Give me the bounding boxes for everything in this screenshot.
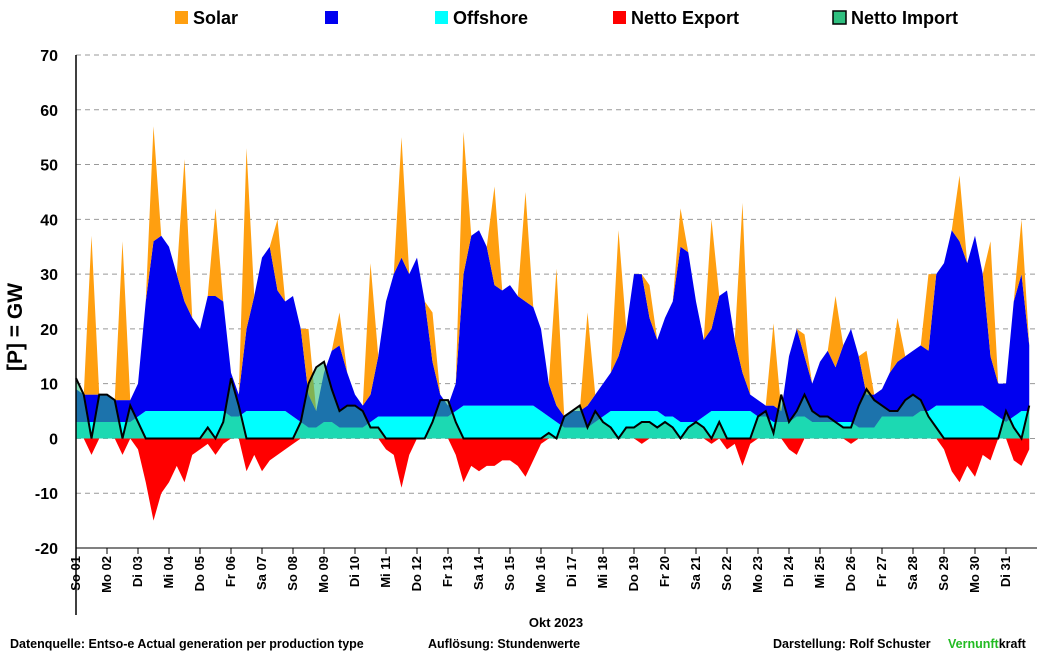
x-tick-label: Fr 13 (440, 556, 455, 587)
x-tick-label: So 22 (719, 556, 734, 591)
legend-label: Netto Import (851, 8, 958, 28)
x-tick-label: Do 19 (626, 556, 641, 591)
footer-author: Darstellung: Rolf Schuster (773, 637, 931, 651)
y-tick-label: -10 (35, 486, 58, 503)
x-tick-label: Di 31 (998, 556, 1013, 587)
x-tick-label: Mi 18 (595, 556, 610, 589)
x-tick-label: Sa 14 (471, 555, 486, 590)
footer-resolution: Auflösung: Stundenwerte (428, 637, 580, 651)
x-tick-label: Do 12 (409, 556, 424, 591)
x-tick-label: Di 24 (781, 555, 796, 587)
legend-swatch (325, 11, 338, 24)
legend-swatch (175, 11, 188, 24)
x-tick-label: Sa 21 (688, 556, 703, 590)
y-tick-label: 60 (40, 103, 58, 120)
import-line (75, 360, 1031, 441)
y-tick-label: 10 (40, 377, 58, 394)
legend-label: Netto Export (631, 8, 739, 28)
x-axis-label: Okt 2023 (529, 615, 583, 630)
x-tick-label: So 29 (936, 556, 951, 591)
x-tick-label: Di 03 (130, 556, 145, 587)
legend-swatch (832, 10, 847, 25)
x-tick-label: Fr 06 (223, 556, 238, 587)
x-tick-label: Di 17 (564, 556, 579, 587)
x-tick-label: Mi 04 (161, 555, 176, 588)
x-tick-label: Fr 20 (657, 556, 672, 587)
y-tick-label: 30 (40, 267, 58, 284)
x-tick-label: Sa 07 (254, 556, 269, 590)
y-tick-label: -20 (35, 541, 58, 558)
x-tick-label: Mi 25 (812, 556, 827, 589)
area (76, 438, 1030, 521)
x-tick-label: Do 05 (192, 556, 207, 591)
x-tick-label: Fr 27 (874, 556, 889, 587)
footer-brand: Vernunftkraft (948, 637, 1027, 651)
x-tick-label: Di 10 (347, 556, 362, 587)
legend-swatch (435, 11, 448, 24)
x-tick-label: Mi 11 (378, 556, 393, 588)
y-tick-label: 20 (40, 322, 58, 339)
y-tick-label: 70 (40, 48, 58, 65)
y-tick-label: 40 (40, 212, 58, 229)
x-tick-label: So 08 (285, 556, 300, 591)
x-tick-label: Sa 28 (905, 556, 920, 590)
y-axis-label: [P] = GW (4, 283, 27, 371)
x-tick-label: Mo 23 (750, 556, 765, 593)
x-tick-label: Mo 16 (533, 556, 548, 593)
x-tick-label: Mo 09 (316, 556, 331, 593)
y-tick-label: 50 (40, 158, 58, 175)
legend-label: Solar (193, 8, 238, 28)
area (76, 126, 1030, 417)
x-tick-label: Mo 30 (967, 556, 982, 593)
legend-swatch (613, 11, 626, 24)
y-tick-label: 0 (49, 431, 58, 448)
legend-label: Offshore (453, 8, 528, 28)
footer-source: Datenquelle: Entso-e Actual generation p… (10, 637, 364, 651)
x-tick-label: Do 26 (843, 556, 858, 591)
area (76, 230, 1030, 428)
x-tick-label: Mo 02 (99, 556, 114, 593)
x-tick-label: So 15 (502, 556, 517, 591)
x-tick-label: So 01 (68, 556, 83, 591)
brand-a: Vernunft (948, 637, 1000, 651)
brand-b: kraft (999, 637, 1027, 651)
